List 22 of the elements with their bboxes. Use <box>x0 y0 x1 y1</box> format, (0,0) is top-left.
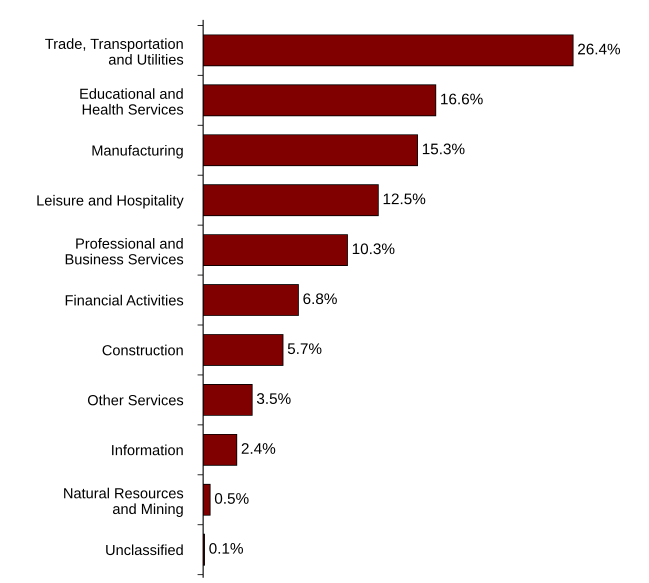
y-tick-label: Information <box>112 444 183 456</box>
y-tick-label: Educational and Health Services <box>80 88 184 115</box>
data-label: 0.5% <box>214 493 249 504</box>
data-label: 12.5% <box>384 193 426 204</box>
y-tick-label: Leisure and Hospitality <box>37 194 184 208</box>
y-tick-label: Natural Resources and Mining <box>64 488 184 517</box>
y-tick-label: Manufacturing <box>92 144 183 159</box>
data-label: 5.7% <box>288 343 322 354</box>
data-label: 3.5% <box>256 393 291 404</box>
data-label: 2.4% <box>242 443 276 454</box>
y-tick-label: Construction <box>102 344 183 356</box>
data-label: 16.6% <box>441 94 483 104</box>
data-label: 15.3% <box>422 144 465 154</box>
data-label: 26.4% <box>578 44 620 54</box>
y-tick-label: Unclassified <box>106 544 183 556</box>
y-tick-label: Trade, Transportation and Utilities <box>45 38 184 65</box>
data-label: 0.1% <box>209 542 243 554</box>
y-tick-label: Professional and Business Services <box>66 238 184 264</box>
data-label: 10.3% <box>352 243 394 254</box>
y-tick-label: Financial Activities <box>66 294 184 306</box>
y-tick-label: Other Services <box>88 394 184 406</box>
data-label: 6.8% <box>303 293 337 304</box>
